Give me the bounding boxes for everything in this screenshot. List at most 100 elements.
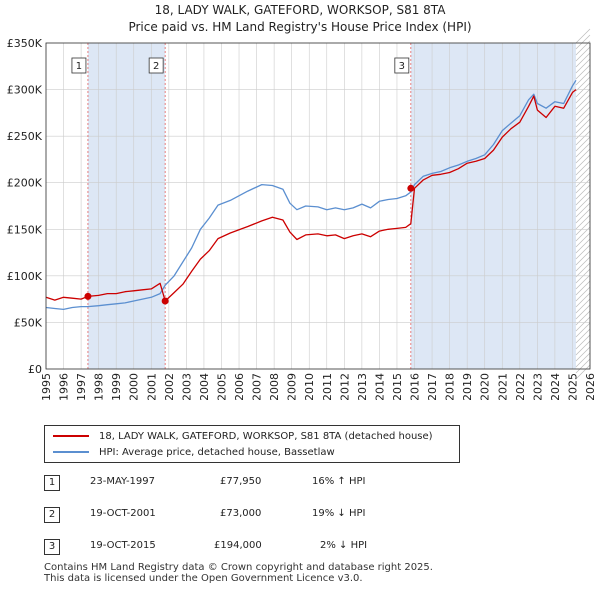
future-hatch <box>575 358 591 374</box>
x-tick-label: 2016 <box>409 373 422 400</box>
future-hatch <box>575 262 591 278</box>
x-tick-label: 2018 <box>444 373 457 400</box>
future-hatch <box>575 76 591 92</box>
future-hatch <box>575 244 591 260</box>
x-tick-label: 2021 <box>496 373 509 400</box>
future-hatch <box>575 274 591 290</box>
shaded-span <box>410 43 576 369</box>
footer-licence: This data is licensed under the Open Gov… <box>44 573 363 584</box>
legend-item-property: 18, LADY WALK, GATEFORD, WORKSOP, S81 8T… <box>53 429 433 443</box>
chart-subtitle: Price paid vs. HM Land Registry's House … <box>128 20 472 34</box>
x-tick-label: 1998 <box>93 373 106 400</box>
transaction-date: 19-OCT-2015 <box>90 540 156 551</box>
future-hatch <box>575 328 591 344</box>
x-tick-label: 2008 <box>268 373 281 400</box>
future-hatch <box>575 70 591 86</box>
x-tick-label: 2026 <box>584 373 597 400</box>
x-tick-label: 2013 <box>356 373 369 400</box>
future-hatch <box>575 142 591 158</box>
future-hatch <box>575 154 591 170</box>
x-tick-label: 2015 <box>391 373 404 400</box>
sale-label-box <box>394 57 410 74</box>
sale-label: 3 <box>399 61 405 72</box>
y-tick-label: £350K <box>7 37 43 50</box>
y-tick-label: £200K <box>7 177 43 190</box>
transaction-date: 19-OCT-2001 <box>90 508 156 519</box>
y-tick-label: £150K <box>7 223 43 236</box>
future-hatch <box>575 208 591 224</box>
transaction-hpi: 16% ↑ HPI <box>312 476 366 487</box>
transaction-marker: 1 <box>44 475 60 491</box>
future-hatch <box>575 232 591 248</box>
future-hatch <box>575 298 591 314</box>
chart-title: 18, LADY WALK, GATEFORD, WORKSOP, S81 8T… <box>154 3 446 17</box>
x-tick-label: 2025 <box>566 373 579 400</box>
future-hatch <box>575 28 591 44</box>
footer-copyright: Contains HM Land Registry data © Crown c… <box>44 562 433 573</box>
future-hatch <box>575 184 591 200</box>
future-hatch <box>575 292 591 308</box>
future-hatch <box>575 34 591 50</box>
future-hatch <box>575 364 591 380</box>
transaction-marker: 2 <box>44 507 60 523</box>
future-hatch <box>575 100 591 116</box>
future-hatch <box>575 112 591 128</box>
future-hatch <box>575 202 591 218</box>
future-hatch <box>575 118 591 134</box>
future-hatch <box>575 64 591 80</box>
future-hatch <box>575 148 591 164</box>
transaction-date: 23-MAY-1997 <box>90 476 156 487</box>
series-line-property <box>45 89 577 302</box>
future-hatch <box>575 238 591 254</box>
future-hatch <box>575 340 591 356</box>
x-tick-label: 2001 <box>145 373 158 400</box>
transaction-row: 1 23-MAY-1997 £77,950 16% ↑ HPI <box>44 475 464 491</box>
future-hatch <box>575 322 591 338</box>
future-hatch <box>575 130 591 146</box>
future-hatch <box>575 250 591 266</box>
x-tick-label: 2014 <box>373 373 386 400</box>
x-tick-label: 2022 <box>514 373 527 400</box>
future-hatch <box>575 160 591 176</box>
plot-frame <box>45 42 591 370</box>
future-hatch <box>575 52 591 68</box>
legend-label-hpi: HPI: Average price, detached house, Bass… <box>99 446 335 458</box>
transaction-hpi: 2% ↓ HPI <box>320 540 368 551</box>
x-tick-label: 1995 <box>40 373 53 400</box>
future-hatch <box>575 94 591 110</box>
x-tick-label: 2012 <box>338 373 351 400</box>
future-hatch <box>575 88 591 104</box>
future-hatch <box>575 286 591 302</box>
x-tick-label: 2003 <box>180 373 193 400</box>
series-line-hpi <box>45 79 577 311</box>
transaction-price: £194,000 <box>214 540 262 551</box>
future-hatch <box>575 280 591 296</box>
future-hatch <box>575 172 591 188</box>
future-hatch <box>575 46 591 62</box>
sale-label-box <box>148 57 164 74</box>
price-chart: £0 £50K £100K £150K £200K £250K £300K £350K 1995… <box>7 28 597 400</box>
future-hatch <box>575 316 591 332</box>
x-tick-label: 2000 <box>128 373 141 400</box>
future-hatch <box>575 352 591 368</box>
future-hatch <box>575 220 591 236</box>
x-tick-label: 1996 <box>58 373 71 400</box>
sale-label-box <box>71 57 87 74</box>
future-hatch <box>575 214 591 230</box>
transaction-marker: 3 <box>44 539 60 555</box>
sale-point <box>407 184 415 192</box>
x-tick-label: 2020 <box>479 373 492 400</box>
transaction-row: 2 19-OCT-2001 £73,000 19% ↓ HPI <box>44 507 464 523</box>
future-hatch <box>575 106 591 122</box>
x-tick-label: 2017 <box>426 373 439 400</box>
legend-item-hpi: HPI: Average price, detached house, Bass… <box>53 445 335 459</box>
x-tick-label: 2011 <box>321 373 334 400</box>
future-hatch <box>575 58 591 74</box>
future-hatch <box>575 82 591 98</box>
future-hatch <box>575 124 591 140</box>
x-tick-label: 2024 <box>549 373 562 400</box>
x-tick-label: 2005 <box>215 373 228 400</box>
sale-point <box>84 292 92 300</box>
x-tick-label: 2010 <box>303 373 316 400</box>
x-tick-label: 2006 <box>233 373 246 400</box>
